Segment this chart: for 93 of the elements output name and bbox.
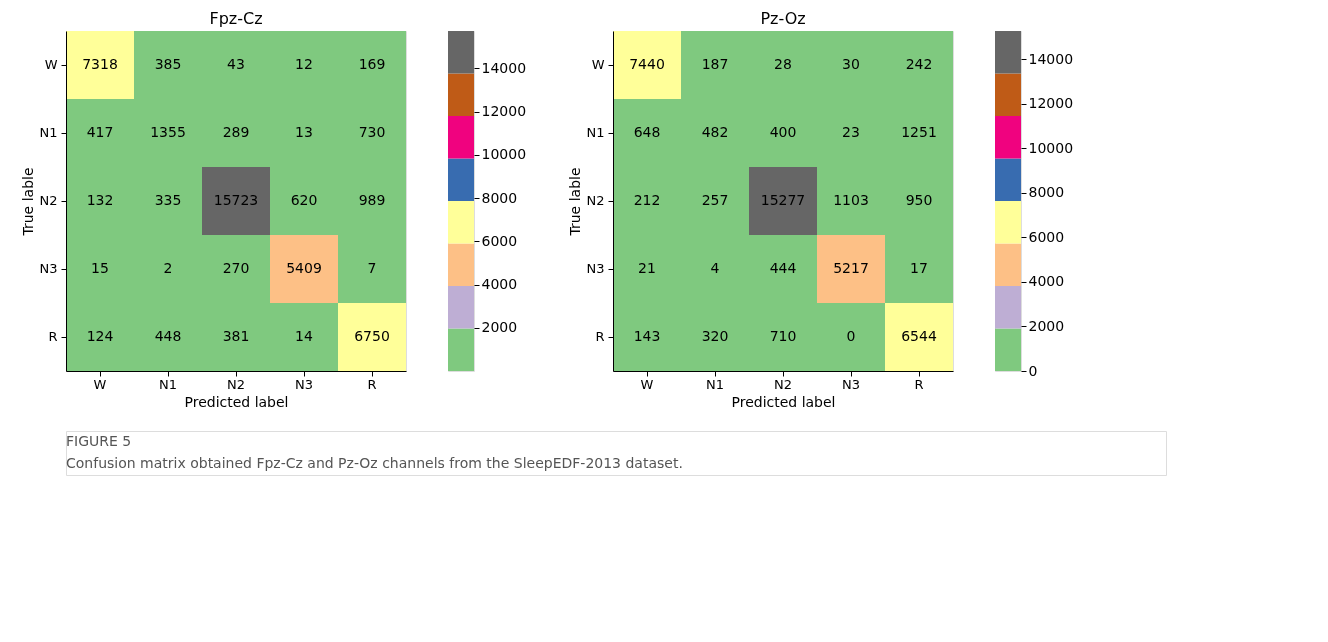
y-axis-title: True lable [19, 167, 36, 237]
data-label: 1103 [833, 192, 869, 208]
data-label: 270 [222, 260, 250, 276]
y-tick-label: N3 [586, 261, 605, 276]
data-label: 989 [358, 192, 386, 208]
data-label: 242 [905, 56, 933, 72]
data-label: 15 [91, 260, 109, 276]
data-label: 0 [846, 328, 856, 344]
x-tick-label: N3 [295, 376, 313, 392]
data-label: 23 [842, 124, 860, 140]
data-label: 14 [295, 328, 313, 344]
x-axis-title: Predicted label [184, 393, 289, 410]
data-label: 28 [774, 56, 792, 72]
x-axis-title: Predicted label [731, 393, 836, 410]
chart-title: Pz-Oz [760, 9, 806, 28]
color-bar-label: 12000 [1028, 95, 1074, 112]
data-label: 143 [633, 328, 661, 344]
data-label: 482 [701, 124, 729, 140]
data-label: 289 [222, 124, 250, 140]
x-tick-label: N2 [227, 376, 245, 392]
data-label: 15277 [760, 192, 806, 208]
text: Confusion matrix obtained Fpz-Cz and Pz-Oz channels from the SleepEDF-2013 dataset. [66, 455, 683, 471]
data-label: 710 [769, 328, 797, 344]
data-label: 320 [701, 328, 729, 344]
data-label: 6544 [901, 328, 937, 344]
data-label: 620 [290, 192, 318, 208]
data-label: 417 [86, 124, 114, 140]
data-label: 169 [358, 56, 386, 72]
data-label: 448 [154, 328, 182, 344]
color-bar-label: 12000 [481, 103, 527, 120]
x-tick-label: W [640, 376, 654, 392]
data-label: 17 [910, 260, 928, 276]
x-tick-label: N3 [842, 376, 860, 392]
y-tick-label: N3 [39, 261, 58, 276]
data-label: 7440 [629, 56, 665, 72]
y-tick-label: R [48, 329, 58, 344]
color-bar-label: 6000 [481, 232, 518, 249]
x-tick-label: R [914, 376, 924, 392]
x-tick-label: R [367, 376, 377, 392]
y-tick-label: W [591, 57, 605, 72]
color-bar-label: 14000 [1028, 50, 1074, 67]
data-label: 385 [154, 56, 182, 72]
chart-title: Fpz-Cz [209, 9, 263, 28]
data-label: 21 [638, 260, 656, 276]
data-label: 5409 [286, 260, 322, 276]
data-label: 15723 [213, 192, 259, 208]
data-label: 7318 [82, 56, 118, 72]
y-tick-label: N1 [586, 125, 605, 140]
color-bar-label: 2000 [1028, 317, 1065, 334]
data-label: 381 [222, 328, 250, 344]
x-tick-label: N1 [706, 376, 724, 392]
data-label: 13 [295, 124, 313, 140]
color-bar-label: 2000 [481, 319, 518, 336]
data-label: 1251 [901, 124, 937, 140]
data-label: 335 [154, 192, 182, 208]
data-label: 212 [633, 192, 661, 208]
color-bar-label: 14000 [481, 59, 527, 76]
y-tick-label: N1 [39, 125, 58, 140]
x-tick-label: W [93, 376, 107, 392]
data-label: 730 [358, 124, 386, 140]
caption: FIGURE 5 [66, 433, 132, 449]
color-bar-label: 10000 [1028, 139, 1074, 156]
data-label: 124 [86, 328, 114, 344]
data-label: 648 [633, 124, 661, 140]
y-tick-label: N2 [39, 193, 58, 208]
color-bar-label: 8000 [1028, 184, 1065, 201]
data-label: 12 [295, 56, 313, 72]
data-label: 444 [769, 260, 797, 276]
x-tick-label: N1 [159, 376, 177, 392]
data-label: 5217 [833, 260, 869, 276]
color-bar-label: 0 [1028, 362, 1038, 379]
data-label: 1355 [150, 124, 186, 140]
data-label: 257 [701, 192, 729, 208]
data-label: 400 [769, 124, 797, 140]
color-bar-label: 4000 [481, 276, 518, 293]
color-bar-label: 6000 [1028, 228, 1065, 245]
y-tick-label: R [595, 329, 605, 344]
data-label: 187 [701, 56, 729, 72]
data-label: 950 [905, 192, 933, 208]
y-axis-title: True lable [566, 167, 583, 237]
x-tick-label: N2 [774, 376, 792, 392]
data-label: 43 [227, 56, 245, 72]
color-bar-label: 10000 [481, 146, 527, 163]
data-label: 2 [163, 260, 173, 276]
data-label: 4 [710, 260, 720, 276]
data-label: 7 [367, 260, 377, 276]
data-label: 6750 [354, 328, 390, 344]
y-tick-label: W [44, 57, 58, 72]
y-tick-label: N2 [586, 193, 605, 208]
data-label: 132 [86, 192, 114, 208]
data-label: 30 [842, 56, 860, 72]
color-bar-label: 8000 [481, 189, 518, 206]
color-bar-label: 4000 [1028, 273, 1065, 290]
